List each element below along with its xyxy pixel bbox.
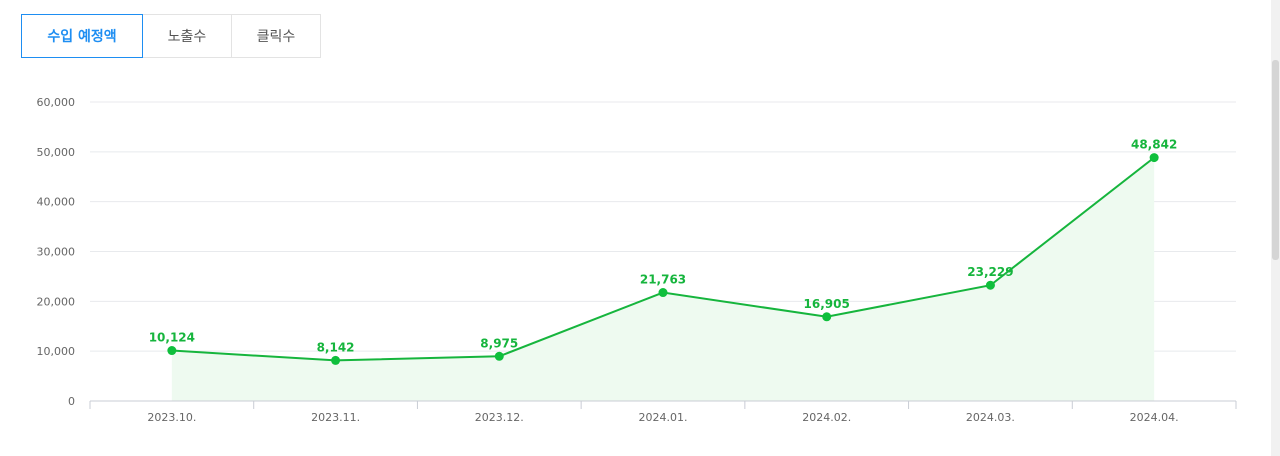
data-point xyxy=(331,355,341,365)
data-points xyxy=(167,153,1159,365)
data-label: 16,905 xyxy=(804,297,850,311)
y-tick-label: 10,000 xyxy=(37,345,76,358)
scrollbar-thumb[interactable] xyxy=(1272,60,1279,260)
y-axis-ticks: 0 10,000 20,000 30,000 40,000 50,000 60,000 xyxy=(37,96,76,408)
x-tick-label: 2024.03. xyxy=(966,411,1015,424)
metric-tabs: 수입 예정액 노출수 클릭수 xyxy=(21,14,321,58)
data-point xyxy=(167,346,177,356)
x-axis-ticks: 2023.10. 2023.11. 2023.12. 2024.01. 2024.02.… xyxy=(89,401,1237,424)
data-point xyxy=(658,288,668,298)
y-tick-label: 60,000 xyxy=(37,96,76,109)
x-tick-label: 2023.11. xyxy=(311,411,360,424)
x-tick-label: 2024.04. xyxy=(1130,411,1179,424)
x-tick-label: 2023.10. xyxy=(147,411,196,424)
data-label: 23,229 xyxy=(967,265,1013,279)
data-point xyxy=(822,312,832,322)
y-tick-label: 40,000 xyxy=(37,196,76,209)
y-tick-label: 0 xyxy=(68,395,75,408)
x-tick-label: 2024.01. xyxy=(639,411,688,424)
data-label: 10,124 xyxy=(149,331,195,345)
y-tick-label: 50,000 xyxy=(37,146,76,159)
data-label: 48,842 xyxy=(1131,138,1177,152)
x-tick-label: 2023.12. xyxy=(475,411,524,424)
data-label: 8,975 xyxy=(480,336,518,350)
data-labels: 10,124 8,142 8,975 21,763 16,905 23,229 48,842 xyxy=(149,138,1178,355)
tab-expected-revenue[interactable]: 수입 예정액 xyxy=(21,14,143,58)
tab-clicks[interactable]: 클릭수 xyxy=(232,14,321,58)
x-tick-label: 2024.02. xyxy=(802,411,851,424)
data-label: 21,763 xyxy=(640,273,686,287)
vertical-scrollbar[interactable] xyxy=(1271,0,1280,456)
data-label: 8,142 xyxy=(317,340,355,354)
data-point xyxy=(494,351,504,361)
data-point xyxy=(985,280,995,290)
y-tick-label: 20,000 xyxy=(37,295,76,308)
tab-impressions[interactable]: 노출수 xyxy=(143,14,232,58)
data-point xyxy=(1149,153,1159,163)
y-tick-label: 30,000 xyxy=(37,246,76,259)
area-fill xyxy=(171,157,1155,401)
